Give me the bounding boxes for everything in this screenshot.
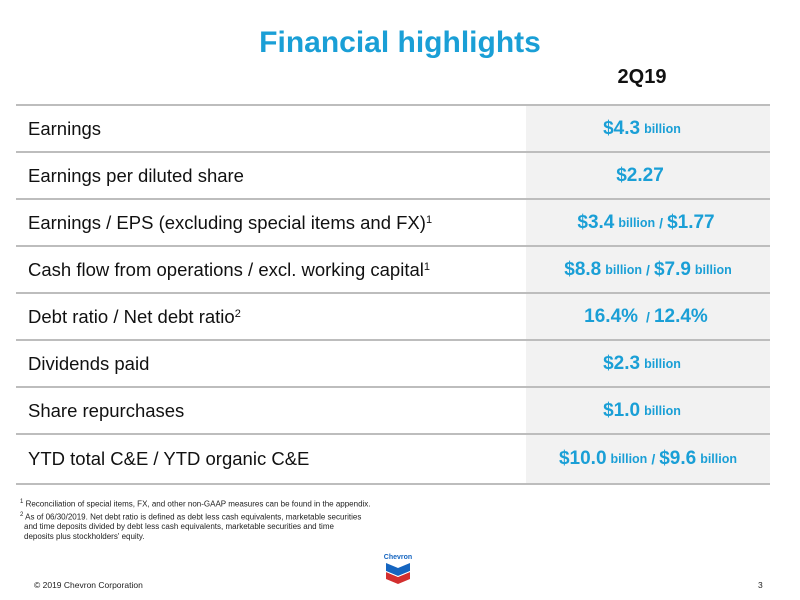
chevron-logo: Chevron (380, 554, 416, 589)
footnote-2-line: deposits plus stockholders' equity. (24, 532, 145, 542)
row-value: $2.27 (526, 153, 770, 198)
row-label: Earnings per diluted share (28, 164, 244, 186)
footnotes: 1 Reconciliation of special items, FX, a… (20, 497, 371, 542)
footnote-2-line: and time deposits divided by debt less c… (24, 522, 334, 532)
logo-wordmark: Chevron (383, 554, 413, 561)
row-label: Earnings / EPS (excluding special items … (28, 211, 433, 233)
table-row: Share repurchases $1.0 billion (16, 388, 770, 435)
row-value: $3.4 billion / $1.77 (526, 200, 770, 245)
row-label: Earnings (28, 117, 102, 139)
table-row: Earnings per diluted share $2.27 (16, 153, 770, 200)
table-row: Debt ratio / Net debt ratio 2 16.4%/12.4% (16, 294, 770, 341)
page-number: 3 (758, 580, 763, 590)
row-value: $10.0 billion / $9.6 billion (526, 435, 770, 483)
copyright: © 2019 Chevron Corporation (34, 580, 143, 590)
row-label: Cash flow from operations / excl. workin… (28, 258, 430, 280)
footnote-1: 1 Reconciliation of special items, FX, a… (20, 499, 371, 509)
table-row: Earnings / EPS (excluding special items … (16, 200, 770, 247)
row-value: 16.4%/12.4% (526, 294, 770, 339)
period-header: 2Q19 (617, 66, 667, 88)
table-row: Cash flow from operations / excl. workin… (16, 247, 770, 294)
row-label: YTD total C&E / YTD organic C&E (28, 448, 310, 469)
row-label: Debt ratio / Net debt ratio 2 (28, 305, 241, 327)
row-value: $8.8 billion / $7.9 billion (526, 247, 770, 292)
highlights-table: Earnings $4.3 billion Earnings per dilute… (16, 104, 770, 485)
table-row: Dividends paid $2.3 billion (16, 341, 770, 388)
table-row: YTD total C&E / YTD organic C&E $10.0 bil… (16, 435, 770, 485)
row-value: $4.3 billion (526, 106, 770, 151)
slide-title: Financial highlights (259, 26, 541, 59)
row-value: $2.3 billion (526, 341, 770, 386)
row-label: Dividends paid (28, 352, 150, 374)
chevron-icon (386, 563, 410, 584)
footnote-2: 2 As of 06/30/2019. Net debt ratio is de… (20, 511, 362, 522)
table-row: Earnings $4.3 billion (16, 106, 770, 153)
row-label: Share repurchases (28, 399, 185, 421)
row-value: $1.0 billion (526, 388, 770, 433)
